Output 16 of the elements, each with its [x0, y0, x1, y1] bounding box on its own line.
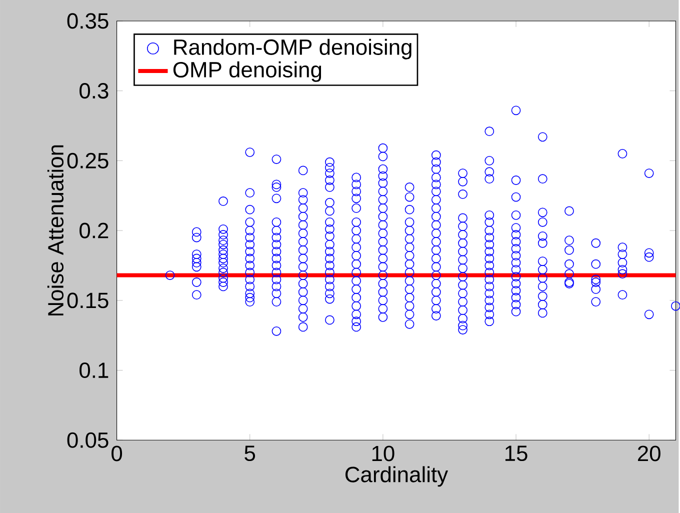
y-tick-label: 0.15 [67, 292, 108, 308]
x-tick-label: 20 [638, 446, 660, 462]
y-axis-title: Noise Attenuation [47, 145, 64, 316]
legend-label: Random-OMP denoising [174, 38, 412, 60]
y-tick-label: 0.1 [80, 362, 108, 378]
y-tick-label: 0.25 [67, 152, 108, 168]
x-tick-label: 5 [244, 446, 256, 462]
legend-label: OMP denoising [173, 61, 322, 82]
x-axis-title: Cardinality [345, 466, 448, 487]
x-tick-label: 0 [112, 446, 122, 462]
y-tick-label: 0.3 [80, 83, 108, 99]
y-tick-label: 0.2 [80, 222, 108, 238]
y-tick-label: 0.05 [67, 432, 108, 448]
x-tick-label: 10 [372, 446, 394, 462]
x-tick-label: 15 [505, 446, 528, 462]
y-tick-label: 0.35 [67, 13, 108, 29]
